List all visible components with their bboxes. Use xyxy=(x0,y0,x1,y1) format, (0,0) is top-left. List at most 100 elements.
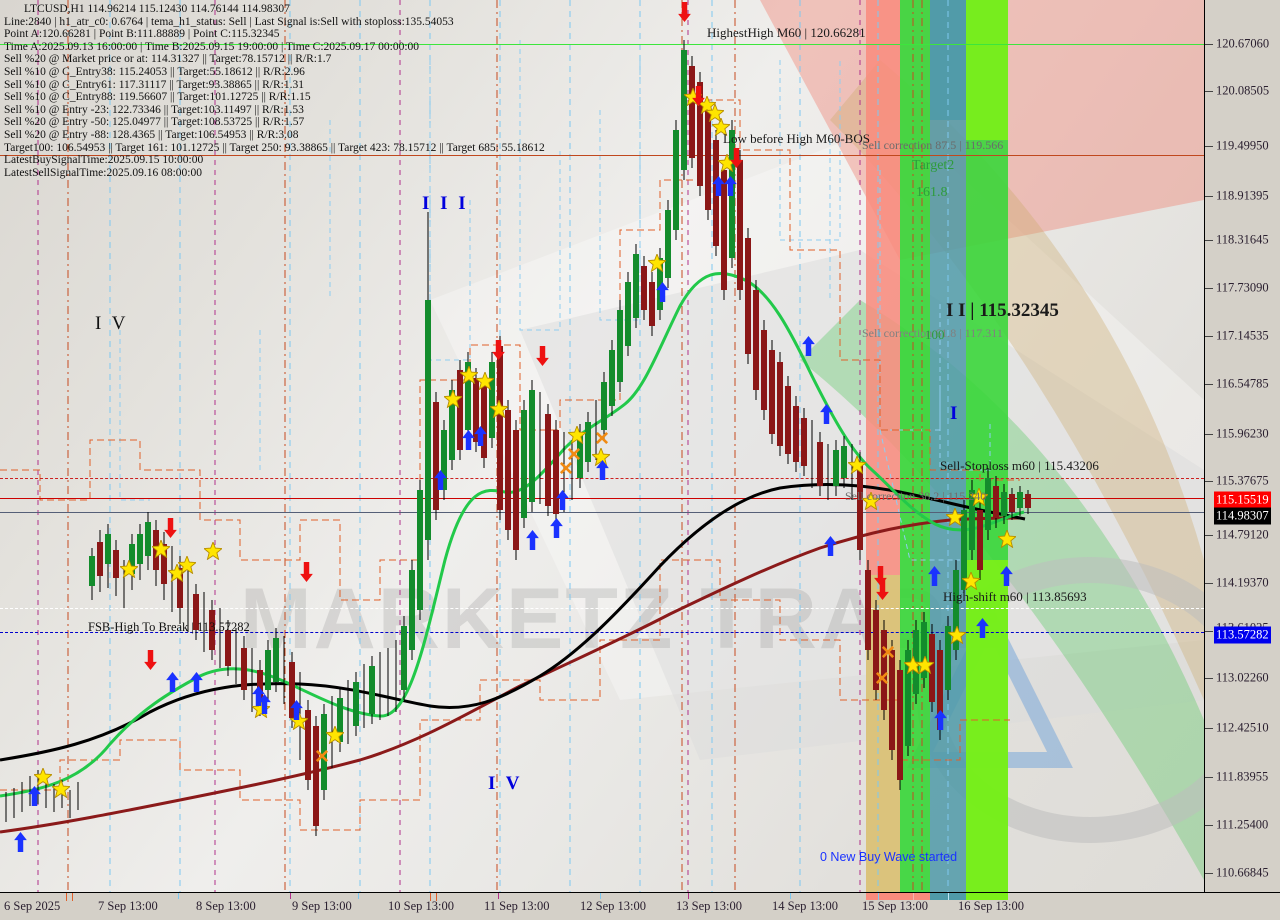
label-high-shift: High-shift m60 | 113.85693 xyxy=(943,589,1087,604)
price-label: 111.25400 xyxy=(1216,817,1269,832)
axis-tick xyxy=(1205,240,1213,241)
time-tick xyxy=(290,893,291,899)
label-fib-1618: 161.8 xyxy=(916,185,948,200)
chart-info-panel: LTCUSD,H1 114.96214 115.12430 114.76144 … xyxy=(4,3,545,179)
price-label: 118.91395 xyxy=(1216,188,1269,203)
label-low-before-high: Low before High M60-BOS xyxy=(723,131,870,146)
price-label: 117.14535 xyxy=(1216,328,1269,343)
time-label: 11 Sep 13:00 xyxy=(484,899,550,913)
band-lime xyxy=(966,0,1008,140)
label-wave-IV-bottom: I V xyxy=(488,773,523,794)
time-label: 14 Sep 13:00 xyxy=(772,899,838,913)
info-line: LatestBuySignalTime:2025.09.15 10:00:00 xyxy=(4,154,204,167)
label-new-buy-wave: 0 New Buy Wave started xyxy=(820,850,958,864)
sell-corr-875-line xyxy=(0,155,1204,156)
axis-tick xyxy=(1205,631,1213,632)
fsb-high-break-line xyxy=(0,632,1204,633)
bid-price-line xyxy=(0,498,1204,499)
label-sell-correction-618: Sell correction 61.8 | 117.311 xyxy=(862,326,1003,340)
close-price-line xyxy=(0,512,1204,513)
price-label: 113.02260 xyxy=(1216,670,1269,685)
chart-plot-area[interactable]: MARKETZ TRADE xyxy=(0,0,1204,892)
price-label: 112.42510 xyxy=(1216,720,1269,735)
label-wave-IV-left: I V xyxy=(95,313,129,334)
label-highest-high: HighestHigh M60 | 120.66281 xyxy=(707,25,866,40)
time-tick xyxy=(878,893,879,900)
axis-tick xyxy=(1205,146,1213,147)
high-shift-line xyxy=(0,608,1204,609)
label-sell-correction-382: Sell correction 38.2 | 115.240 xyxy=(845,489,987,503)
price-label: 117.73090 xyxy=(1216,280,1269,295)
time-tick xyxy=(430,893,431,901)
label-wave-II-price: I I | 115.32345 xyxy=(946,300,1059,321)
bid-price-badge: 115.15519 xyxy=(1214,491,1271,509)
info-line: Sell %10 @ C_Entry38: 115.24053 || Targe… xyxy=(4,65,305,78)
time-label: 12 Sep 13:00 xyxy=(580,899,646,913)
time-tick xyxy=(436,893,437,901)
fsb-price-badge: 113.57282 xyxy=(1214,626,1271,644)
time-label: 8 Sep 13:00 xyxy=(196,899,256,913)
axis-tick xyxy=(1205,196,1213,197)
time-tick xyxy=(688,893,689,899)
price-label: 114.19370 xyxy=(1216,575,1269,590)
price-label: 116.54785 xyxy=(1216,376,1269,391)
info-line: LatestSellSignalTime:2025.09.16 08:00:00 xyxy=(4,166,202,179)
label-sell-correction-875: Sell correction 87.5 | 119.566 xyxy=(862,138,1004,152)
axis-tick xyxy=(1205,678,1213,679)
axis-tick xyxy=(1205,825,1213,826)
price-label: 119.49950 xyxy=(1216,138,1269,153)
info-line: Line:2840 | h1_atr_c0: 0.6764 | tema_h1_… xyxy=(4,15,454,28)
label-fsb-high-break: FSB-High To Break | 113.57282 xyxy=(88,620,250,634)
price-label: 120.67060 xyxy=(1216,36,1270,51)
time-band xyxy=(866,893,900,900)
time-label: 6 Sep 2025 xyxy=(4,899,61,913)
axis-tick xyxy=(1205,336,1213,337)
info-line: Sell %10 @ C_Entry88: 119.56607 || Targe… xyxy=(4,91,311,104)
axis-tick xyxy=(1205,728,1213,729)
axis-tick xyxy=(1205,873,1213,874)
price-label: 118.31645 xyxy=(1216,232,1269,247)
time-label: 7 Sep 13:00 xyxy=(98,899,158,913)
time-tick xyxy=(600,893,601,899)
time-tick xyxy=(948,893,949,900)
axis-tick xyxy=(1205,91,1213,92)
label-wave-I: I xyxy=(950,403,961,424)
price-axis[interactable]: 120.67060 120.08505 119.49950 118.91395 … xyxy=(1204,0,1280,892)
axis-tick xyxy=(1205,44,1213,45)
label-wave-III: I I I xyxy=(422,193,469,214)
axis-tick xyxy=(1205,288,1213,289)
label-sell-stoploss: Sell-Stoploss m60 | 115.43206 xyxy=(940,458,1099,473)
band-lime-tail xyxy=(966,560,1008,892)
time-tick xyxy=(66,893,67,901)
time-label: 15 Sep 13:00 xyxy=(862,899,928,913)
axis-tick xyxy=(1205,535,1213,536)
time-tick xyxy=(790,893,791,899)
info-line: Sell %10 @ C_Entry61: 117.31117 || Targe… xyxy=(4,78,304,91)
axis-tick xyxy=(1205,777,1213,778)
info-line: Time A:2025.09.13 16:00:00 | Time B:2025… xyxy=(4,40,420,53)
time-tick xyxy=(358,893,359,899)
label-target2: Target2 xyxy=(912,158,955,173)
time-axis[interactable]: 6 Sep 2025 7 Sep 13:00 8 Sep 13:00 9 Sep… xyxy=(0,892,1280,920)
label-fib-100: 100 xyxy=(925,327,945,342)
info-line: Sell %10 @ Entry -23: 122.73346 || Targe… xyxy=(4,103,304,116)
highest-high-line xyxy=(0,44,1204,45)
time-tick xyxy=(913,893,914,900)
axis-tick xyxy=(1205,583,1213,584)
axis-tick xyxy=(1205,384,1213,385)
price-label: 120.08505 xyxy=(1216,83,1270,98)
time-label: 16 Sep 13:00 xyxy=(958,899,1024,913)
time-band xyxy=(900,893,930,900)
price-label: 115.37675 xyxy=(1216,473,1269,488)
price-label: 114.79120 xyxy=(1216,527,1269,542)
info-line: Sell %20 @ Market price or at: 114.31327… xyxy=(4,53,332,66)
price-label: 110.66845 xyxy=(1216,865,1269,880)
time-label: 13 Sep 13:00 xyxy=(676,899,742,913)
chart-symbol-header: LTCUSD,H1 114.96214 115.12430 114.76144 … xyxy=(24,3,290,15)
axis-tick xyxy=(1205,434,1213,435)
time-tick xyxy=(178,893,179,899)
time-band xyxy=(966,893,1008,900)
time-tick xyxy=(498,893,499,899)
info-line: Target100: 106.54953 || Target 161: 101.… xyxy=(4,141,545,154)
